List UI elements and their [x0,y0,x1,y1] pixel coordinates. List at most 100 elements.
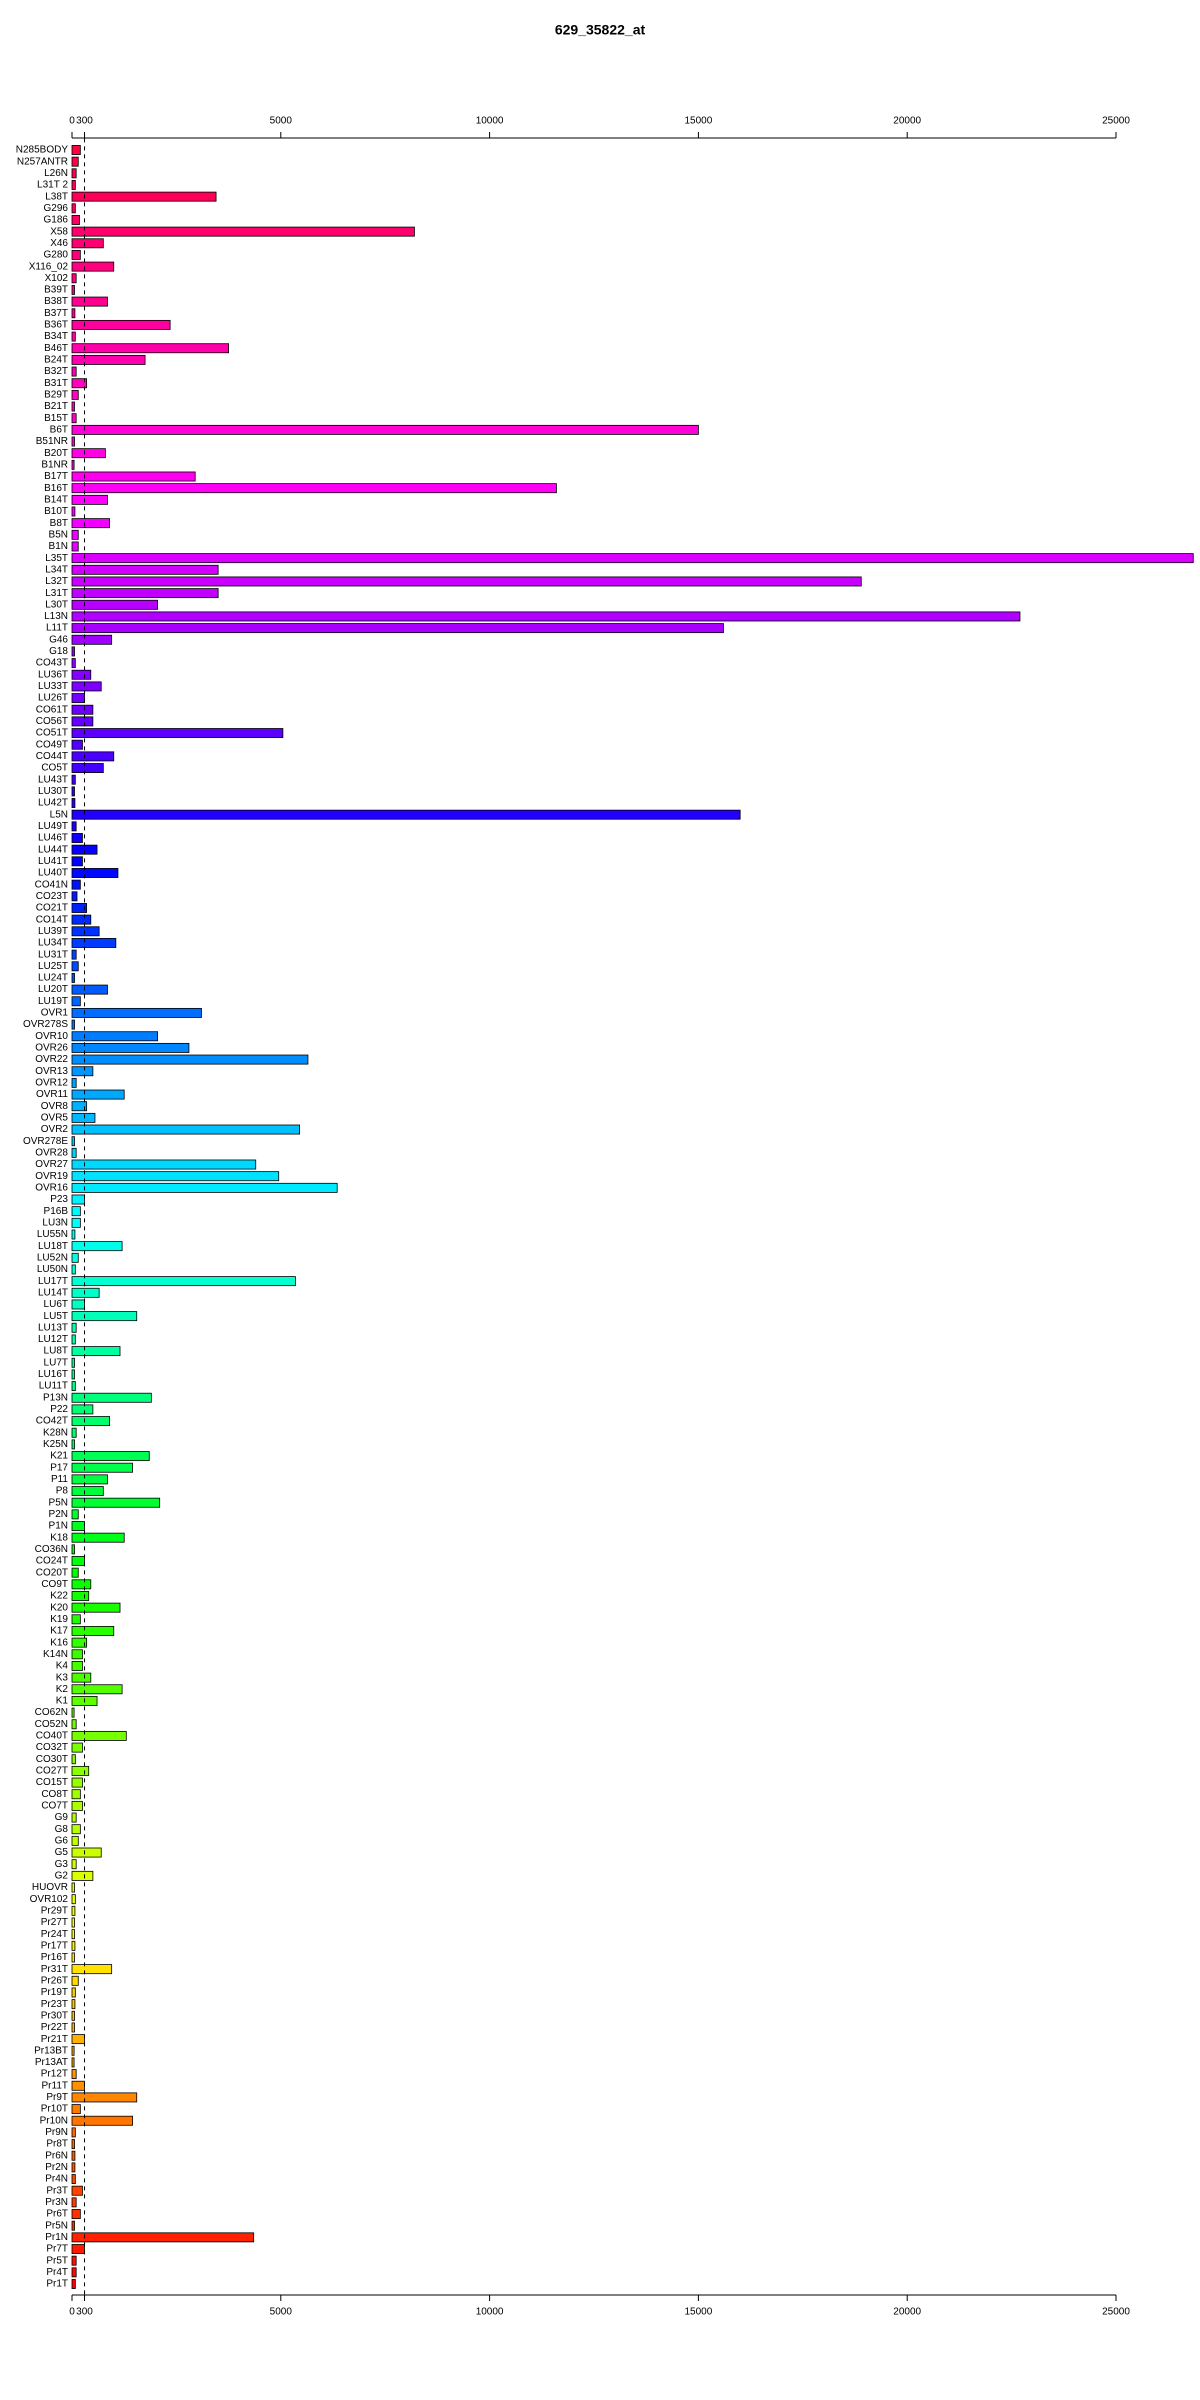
y-tick-label: K2 [56,1684,69,1695]
bar [71,1870,94,1881]
y-tick-label: B31T [44,378,68,389]
y-tick-label: CO32T [36,1742,68,1753]
bar [71,2197,77,2208]
bar [71,273,77,284]
bar [71,250,81,260]
y-tick-label: B8T [50,518,68,529]
y-tick-label: L31T 2 [37,180,68,191]
y-tick-label: K21 [50,1451,68,1462]
y-tick-label: OVR1 [41,1008,69,1019]
bar [71,1719,77,1730]
bar [71,1999,76,2010]
y-tick-label: Pr1T [46,2279,68,2290]
bar [71,2267,77,2278]
bar [71,809,741,820]
bar [71,763,104,773]
x-tick-label: 15000 [684,116,712,127]
bar [71,401,75,412]
bar [71,1066,94,1077]
bar [71,2115,133,2126]
bar [71,191,217,202]
y-tick-label: B16T [44,483,68,494]
y-tick-label: K18 [50,1532,68,1543]
y-tick-label: K4 [56,1661,69,1672]
y-tick-label: LU31T [38,949,68,960]
bar [71,1077,77,1088]
y-tick-label: L26N [44,168,68,179]
bar [71,774,76,785]
chart-title: 629_35822_at [555,22,646,38]
y-tick-label: Pr10T [41,2104,68,2115]
y-tick-label: Pr29T [41,1905,68,1916]
y-tick-label: LU25T [38,961,68,972]
bar [71,891,78,902]
y-tick-label: LU52N [37,1252,68,1263]
bar [71,879,81,890]
bar [71,261,115,272]
bar [71,2104,81,2115]
y-tick-label: LU6T [44,1299,68,1310]
bar [71,319,171,330]
y-tick-label: L38T [45,191,68,202]
bar [71,1287,100,1298]
y-tick-label: Pr30T [41,2010,68,2021]
bar [71,1357,75,1368]
bar [71,2045,75,2056]
bar [71,436,75,447]
bar [71,284,75,295]
y-tick-label: Pr17T [41,1940,68,1951]
bar [71,203,76,214]
bar [71,1894,76,1905]
y-tick-label: LU16T [38,1369,68,1380]
bar [71,2069,77,2080]
bar [71,2139,75,2150]
bar [71,1019,75,1030]
bar [71,1136,75,1147]
bar [71,681,102,692]
y-tick-label: OVR13 [35,1066,68,1077]
y-tick-label: K3 [56,1672,69,1683]
y-tick-label: N285BODY [16,145,69,156]
bar [71,424,699,435]
bar [71,1940,76,1951]
y-tick-label: K19 [50,1614,68,1625]
bar [71,669,92,680]
y-tick-label: X46 [50,238,68,249]
y-tick-label: K25N [43,1439,68,1450]
y-tick-label: Pr12T [41,2069,68,2080]
y-tick-label: OVR8 [41,1101,69,1112]
y-tick-label: Pr9N [45,2127,68,2138]
bar [71,2174,76,2184]
y-tick-label: CO41N [35,879,68,890]
y-tick-label: Pr4N [45,2174,68,2185]
bar [71,1521,85,1531]
bar [71,1614,81,1625]
y-tick-label: B10T [44,506,68,517]
y-tick-label: CO51T [36,728,68,739]
y-tick-label: Pr3T [46,2185,68,2196]
bar [71,2092,138,2103]
y-tick-label: Pr13AT [35,2057,68,2068]
bar [71,1369,75,1380]
y-tick-label: LU33T [38,681,68,692]
y-tick-label: G3 [55,1859,69,1870]
bar [71,1579,92,1590]
bar [71,1217,81,1228]
bar [71,448,106,459]
y-tick-label: CO15T [36,1777,68,1788]
x-tick-label: 25000 [1102,116,1130,127]
bar [71,2127,76,2138]
y-tick-label: CO5T [41,763,68,774]
bar [71,1964,113,1975]
y-tick-label: K20 [50,1602,68,1613]
y-tick-label: OVR19 [35,1171,68,1182]
y-tick-label: LU17T [38,1276,68,1287]
x-tick-label: 10000 [476,116,504,127]
y-tick-label: CO40T [36,1731,68,1742]
bar [71,1194,85,1205]
bar [71,1381,76,1392]
y-tick-label: CO30T [36,1754,68,1765]
bar [71,716,94,727]
bar [71,599,159,610]
